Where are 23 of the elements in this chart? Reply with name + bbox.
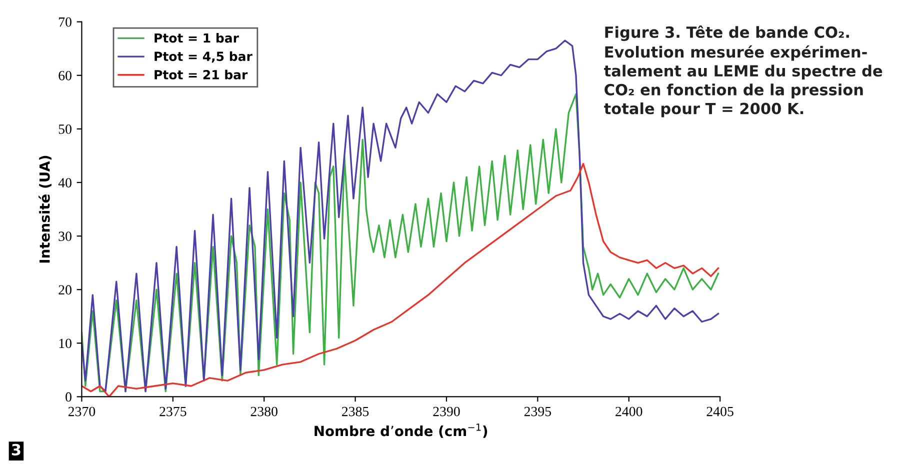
annotation: Figure 3. Tête de bande CO₂. Evolution mesurée expérimen- talement au LEME du spectre de CO₂ en fonction de la pression totale pour T = 2000 K.: [604, 26, 882, 118]
y-tick-label: 30: [58, 232, 72, 241]
x-tick-label: 2400: [616, 406, 642, 416]
y-tick-label: 40: [58, 178, 72, 188]
x-tick-label: 2390: [433, 406, 460, 416]
legend-label: Ptot = 1 bar: [154, 33, 239, 43]
x-tick-label: 2380: [250, 406, 278, 416]
x-axis-title: Nombre d’onde (cm$^{−1}$): [314, 424, 488, 438]
legend-label: Ptot = 21 bar: [154, 70, 248, 80]
y-tick-label: 70: [59, 17, 72, 27]
y-tick-label: 10: [59, 338, 72, 348]
y-axis-title: Intensité (UA): [38, 156, 52, 263]
x-tick-label: 2370: [68, 406, 96, 416]
x-tick-label: 2375: [160, 406, 186, 416]
x-tick-label: 2395: [524, 406, 552, 416]
text: 3: [12, 444, 20, 456]
y-tick-label: 0: [66, 392, 72, 402]
y-tick-label: 60: [58, 70, 72, 80]
x-tick-label: 2385: [342, 406, 369, 416]
x-tick-label: 2405: [706, 406, 734, 416]
legend-label: Ptot = 4,5 bar: [154, 51, 252, 63]
y-tick-label: 50: [58, 124, 72, 134]
y-tick-label: 20: [58, 285, 72, 295]
